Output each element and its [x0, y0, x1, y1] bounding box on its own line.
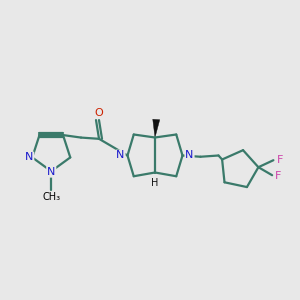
- Text: F: F: [277, 155, 283, 165]
- Text: O: O: [94, 108, 103, 118]
- Text: N: N: [25, 152, 33, 162]
- Text: N: N: [185, 151, 194, 160]
- Text: N: N: [116, 151, 125, 160]
- Text: H: H: [151, 178, 158, 188]
- Text: N: N: [47, 167, 56, 177]
- Polygon shape: [153, 119, 160, 137]
- Text: CH₃: CH₃: [42, 193, 60, 202]
- Text: F: F: [275, 171, 282, 181]
